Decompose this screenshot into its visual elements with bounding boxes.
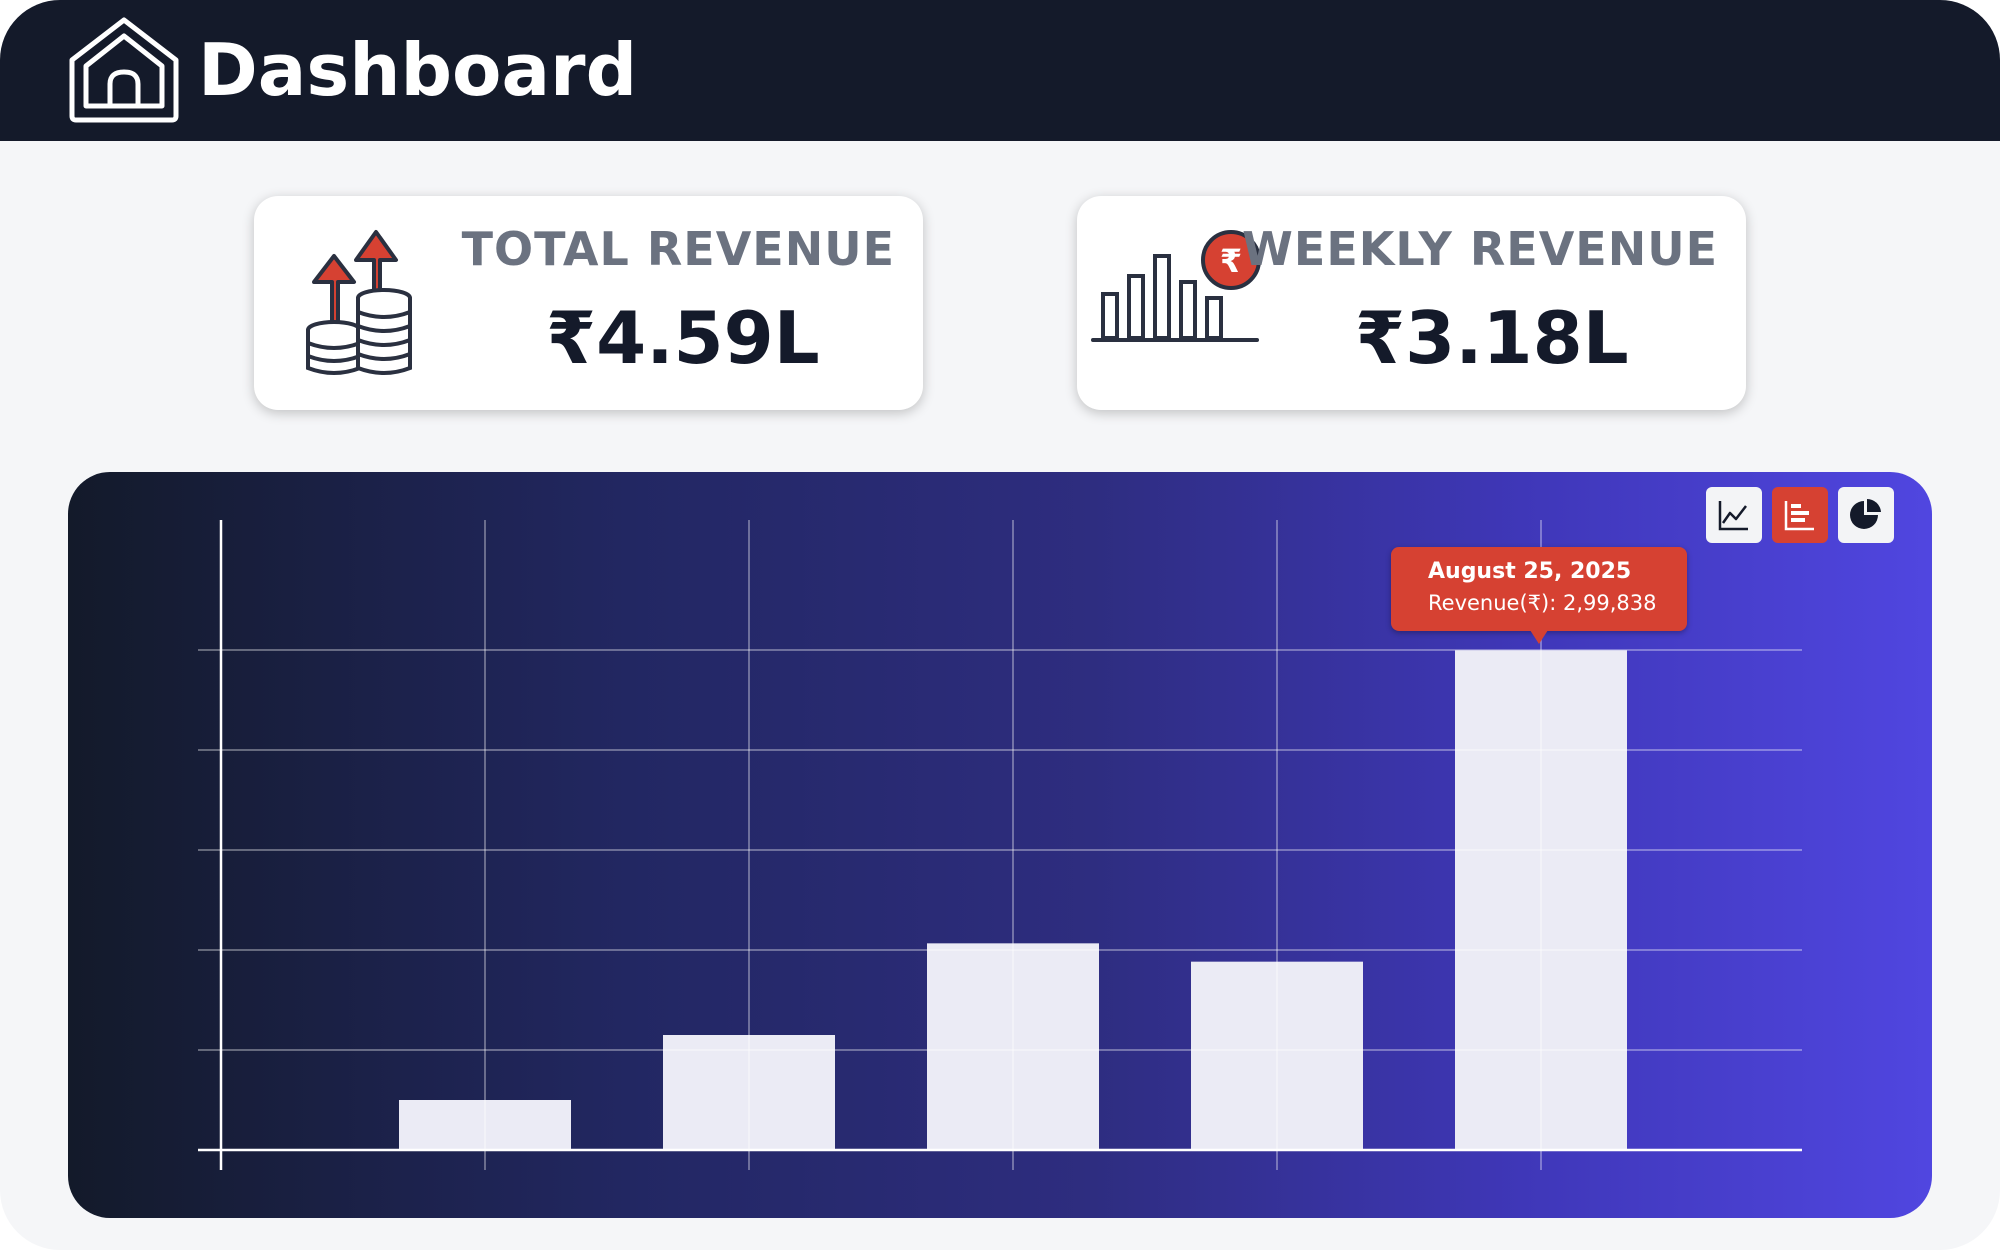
weekly-revenue-card: ₹ WEEKLY REVENUE ₹3.18L: [1077, 196, 1746, 410]
chart-bar[interactable]: [663, 1035, 835, 1150]
total-revenue-value: ₹4.59L: [546, 296, 820, 380]
total-revenue-label: TOTAL REVENUE: [461, 222, 895, 276]
total-revenue-card: TOTAL REVENUE ₹4.59L: [254, 196, 923, 410]
bar-tooltip: August 25, 2025 Revenue(₹): 2,99,838: [1391, 547, 1687, 644]
bar-chart-icon: [1784, 501, 1814, 531]
header-bar: Dashboard: [0, 0, 2000, 141]
revenue-bar-chart: [198, 520, 1802, 1170]
weekly-revenue-label: WEEKLY REVENUE: [1242, 222, 1718, 276]
pie-chart-button[interactable]: [1838, 487, 1894, 543]
chart-bar[interactable]: [1455, 650, 1627, 1150]
revenue-chart-panel: August 25, 2025 Revenue(₹): 2,99,838: [68, 472, 1932, 1218]
home-icon[interactable]: [66, 14, 182, 126]
chart-bar[interactable]: [1191, 961, 1363, 1150]
revenue-growth-icon: [306, 230, 412, 375]
bar-chart-button[interactable]: [1772, 487, 1828, 543]
line-chart-button[interactable]: [1706, 487, 1762, 543]
bar-chart-rupee-icon: ₹: [1091, 230, 1261, 342]
page-title: Dashboard: [198, 28, 638, 112]
svg-text:₹: ₹: [1220, 242, 1242, 280]
pie-chart-icon: [1850, 498, 1881, 529]
tooltip-date: August 25, 2025: [1428, 559, 1632, 584]
chart-bar[interactable]: [927, 943, 1099, 1150]
line-chart-icon: [1718, 501, 1748, 531]
tooltip-value: Revenue(₹): 2,99,838: [1428, 591, 1657, 615]
chart-bar[interactable]: [399, 1100, 571, 1150]
weekly-revenue-value: ₹3.18L: [1355, 296, 1629, 380]
